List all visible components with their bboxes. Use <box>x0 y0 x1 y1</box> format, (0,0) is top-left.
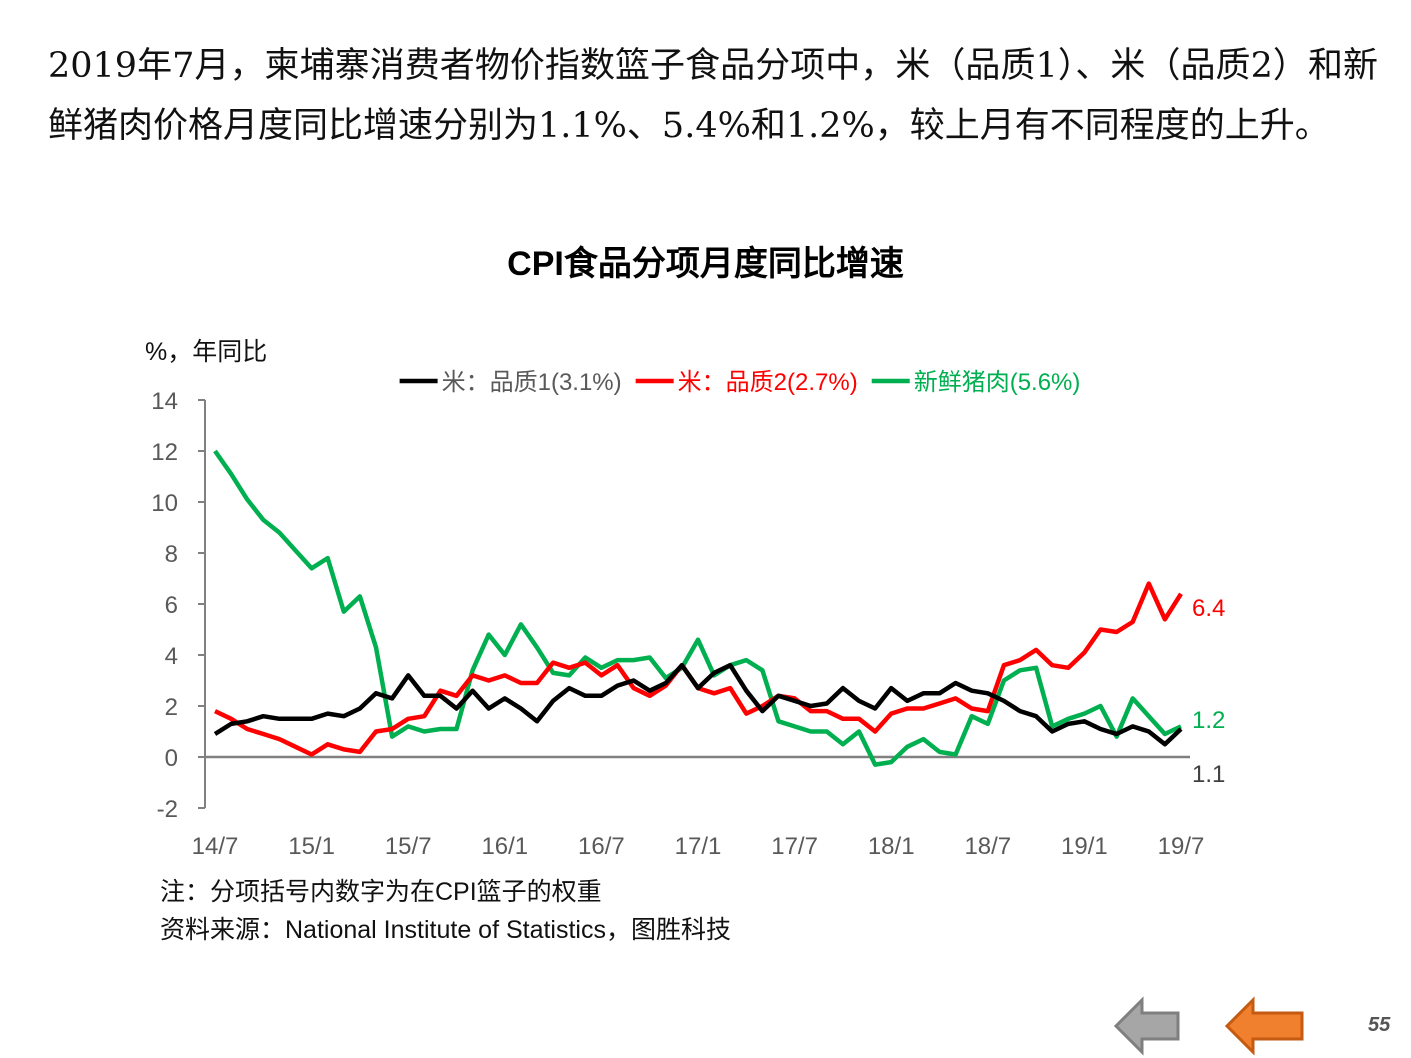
x-tick-label: 18/7 <box>964 833 1011 860</box>
y-tick-label: 6 <box>165 592 178 619</box>
chart-source: 资料来源：National Institute of Statistics，图胜… <box>160 916 731 944</box>
x-tick-label: 16/7 <box>578 833 625 860</box>
legend-label-1: 米：品质2(2.7%) <box>678 369 858 396</box>
y-tick-label: -2 <box>157 796 178 823</box>
y-tick-label: 2 <box>165 694 178 721</box>
end-label-0: 1.1 <box>1192 761 1225 788</box>
back-arrow-button[interactable] <box>1113 996 1180 1056</box>
page-number: 55 <box>1368 1014 1391 1036</box>
y-tick-label: 10 <box>151 490 178 517</box>
orange-left-arrow-icon <box>1224 996 1304 1056</box>
x-tick-label: 15/7 <box>385 833 432 860</box>
x-tick-label: 15/1 <box>288 833 335 860</box>
legend-label-2: 新鲜猪肉(5.6%) <box>914 369 1081 396</box>
series-lines <box>213 449 1183 767</box>
gray-left-arrow-icon <box>1113 996 1180 1056</box>
end-label-2: 1.2 <box>1192 707 1225 734</box>
axes: -2 0 2 4 6 8 10 12 14 14/7 15/1 15/7 16/1 16/7 17/1 17/… <box>151 388 1204 860</box>
series-line-0 <box>213 662 1183 747</box>
x-tick-label: 18/1 <box>868 833 915 860</box>
end-labels: 1.1 6.4 1.2 <box>1192 595 1225 788</box>
y-axis-label: %，年同比 <box>145 338 267 366</box>
end-label-1: 6.4 <box>1192 595 1225 622</box>
y-tick-label: 0 <box>165 745 178 772</box>
legend: 米：品质1(3.1%) 米：品质2(2.7%) 新鲜猪肉(5.6%) <box>399 369 1081 396</box>
x-tick-label: 19/7 <box>1158 833 1205 860</box>
chart-title: CPI食品分项月度同比增速 <box>507 245 904 283</box>
previous-page-button[interactable] <box>1224 996 1304 1056</box>
y-tick-label: 4 <box>165 643 178 670</box>
y-tick-label: 12 <box>151 439 178 466</box>
series-line-2 <box>213 449 1182 767</box>
x-tick-label: 19/1 <box>1061 833 1108 860</box>
x-tick-label: 16/1 <box>481 833 528 860</box>
y-tick-label: 14 <box>151 388 178 415</box>
intro-paragraph: 2019年7月，柬埔寨消费者物价指数篮子食品分项中，米（品质1）、米（品质2）和… <box>48 46 1378 146</box>
x-tick-label: 17/1 <box>675 833 722 860</box>
legend-label-0: 米：品质1(3.1%) <box>442 369 622 396</box>
x-tick-label: 17/7 <box>771 833 818 860</box>
x-tick-label: 14/7 <box>192 833 239 860</box>
chart-note: 注：分项括号内数字为在CPI篮子的权重 <box>160 878 602 906</box>
y-tick-label: 8 <box>165 541 178 568</box>
